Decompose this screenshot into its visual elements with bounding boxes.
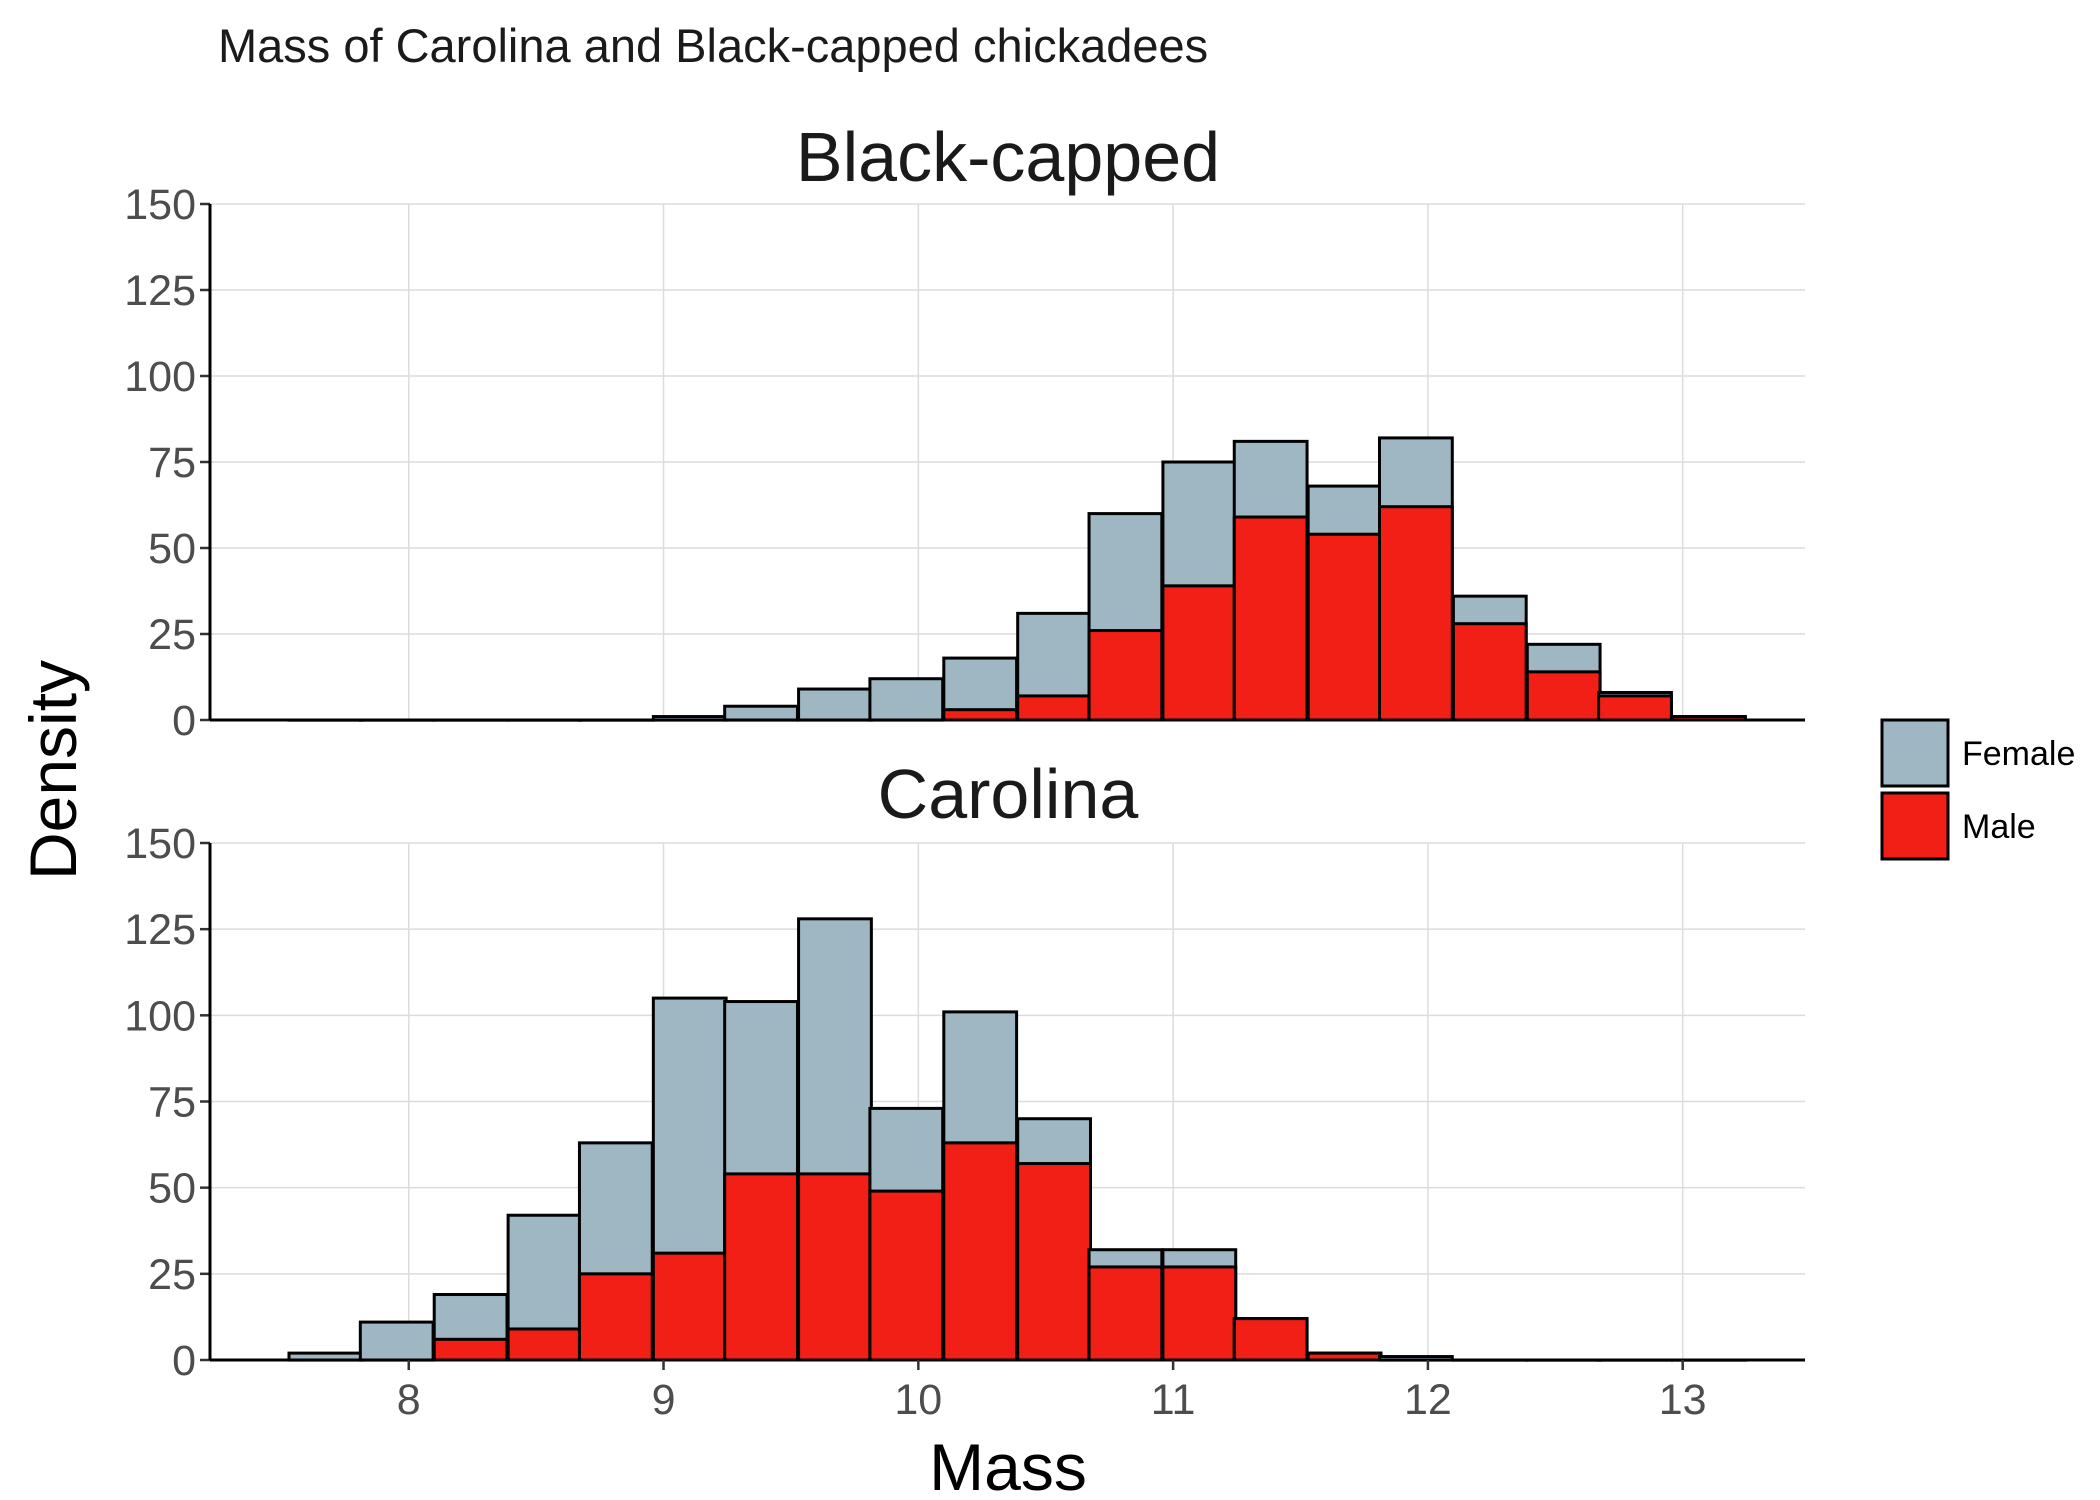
- panel-black-capped: Black-capped 0 25 50 75 100 125 150: [124, 118, 1805, 745]
- panel-carolina-bars: [287, 917, 1747, 1362]
- carolina-male-bar: [1232, 1317, 1309, 1362]
- y-tick-label: 150: [124, 181, 196, 229]
- black-capped-male-bar: [1451, 622, 1528, 722]
- black-capped-female-bar: [797, 687, 873, 722]
- x-tick-label: 8: [397, 1376, 421, 1424]
- black-capped-male-bar: [1525, 670, 1602, 722]
- y-tick-label: 25: [148, 611, 196, 659]
- carolina-female-bar: [358, 1320, 435, 1362]
- y-tick-label: 0: [172, 697, 196, 745]
- carolina-male-bar: [506, 1327, 583, 1362]
- carolina-male-bar: [723, 1172, 799, 1362]
- carolina-male-bar: [651, 1251, 728, 1362]
- y-tick-label: 0: [172, 1337, 196, 1385]
- legend-swatch-male: [1880, 791, 1950, 861]
- chart-title: Mass of Carolina and Black-capped chicka…: [218, 19, 1208, 72]
- black-capped-male-bar: [1232, 515, 1309, 722]
- carolina-male-bar: [577, 1272, 654, 1362]
- panel-black-capped-axes: 0 25 50 75 100 125 150: [124, 181, 1805, 745]
- y-tick-label: 125: [124, 267, 196, 315]
- carolina-male-bar: [1016, 1162, 1092, 1362]
- carolina-male-bar: [1087, 1265, 1164, 1362]
- black-capped-male-bar: [1016, 694, 1092, 722]
- y-axis-title: Density: [16, 660, 90, 880]
- y-tick-label: 25: [148, 1251, 196, 1299]
- black-capped-male-bar: [1161, 584, 1238, 722]
- panel-black-capped-grid: [210, 203, 1805, 721]
- black-capped-female-bar: [868, 677, 945, 722]
- legend-label-male: Male: [1962, 808, 2036, 846]
- facet-title-carolina: Carolina: [878, 755, 1139, 833]
- y-tick-label: 125: [124, 906, 196, 954]
- black-capped-female-bar: [723, 704, 799, 722]
- legend: Female Male: [1880, 718, 2075, 861]
- black-capped-male-bar: [1377, 505, 1454, 722]
- x-tick-label: 10: [894, 1376, 942, 1424]
- black-capped-male-bar: [1306, 532, 1383, 722]
- x-tick-label: 11: [1151, 1376, 1196, 1424]
- x-axis-title: Mass: [929, 1430, 1087, 1500]
- carolina-male-bar: [942, 1141, 1019, 1362]
- y-tick-label: 100: [124, 992, 196, 1040]
- legend-swatch-female: [1880, 718, 1950, 788]
- y-tick-label: 75: [148, 1079, 196, 1127]
- carolina-male-bar: [797, 1172, 873, 1362]
- carolina-male-bar: [432, 1337, 509, 1362]
- y-tick-label: 100: [124, 353, 196, 401]
- y-tick-label: 150: [124, 820, 196, 868]
- x-tick-label: 13: [1659, 1376, 1707, 1424]
- x-axis-ticks: 8 9 10 11 12 13: [397, 1360, 1707, 1424]
- panel-carolina-axes: 0 25 50 75 100 125 150: [124, 820, 1805, 1385]
- x-tick-label: 9: [652, 1376, 676, 1424]
- y-tick-label: 50: [148, 525, 196, 573]
- carolina-male-bar: [868, 1189, 945, 1362]
- black-capped-male-bar: [1087, 629, 1164, 722]
- panel-carolina: Carolina 0 25 50 75 100 125 150: [124, 755, 1805, 1385]
- x-tick-label: 12: [1404, 1376, 1452, 1424]
- y-tick-label: 75: [148, 439, 196, 487]
- carolina-male-bar: [1161, 1265, 1238, 1362]
- facet-title-black-capped: Black-capped: [796, 118, 1220, 196]
- black-capped-male-bar: [1597, 694, 1673, 722]
- legend-label-female: Female: [1962, 735, 2075, 773]
- y-tick-label: 50: [148, 1165, 196, 1213]
- black-capped-male-bar: [942, 708, 1019, 722]
- panel-black-capped-bars: [287, 436, 1747, 722]
